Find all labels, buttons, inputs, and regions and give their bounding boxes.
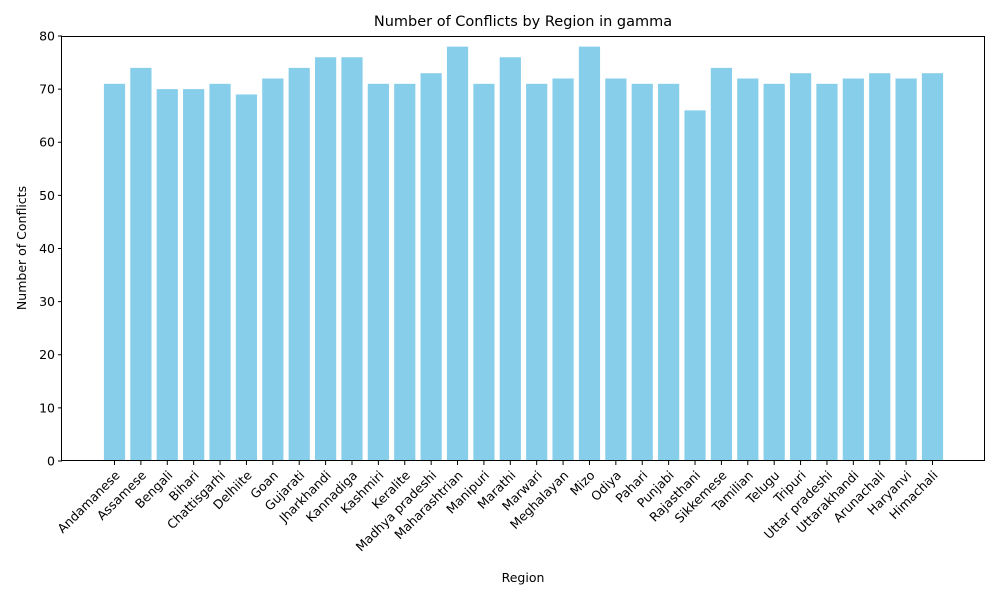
- y-axis-label: Number of Conflicts: [14, 186, 29, 310]
- bar-telugu: [763, 83, 785, 461]
- y-tick-label: 60: [39, 135, 55, 150]
- y-axis-ticks: 0 10 20 30 40 50 60 70 80: [39, 28, 62, 468]
- bar-rajasthani: [684, 110, 706, 462]
- bar-himachali: [921, 73, 944, 461]
- bar-manipuri: [473, 83, 495, 461]
- y-tick-label: 10: [39, 400, 55, 415]
- bars-group: [103, 46, 944, 462]
- plot-frame: [61, 36, 985, 461]
- bar-maharashtrian: [446, 46, 469, 462]
- y-tick-label: 20: [39, 347, 55, 362]
- bar-punjabi: [658, 83, 680, 461]
- x-axis-label: Region: [502, 570, 545, 585]
- bar-andamanese: [103, 83, 126, 461]
- bar-odiya: [605, 78, 627, 461]
- bar-jharkhandi: [315, 57, 337, 461]
- bar-marathi: [499, 57, 521, 461]
- bar-tripuri: [789, 73, 812, 461]
- y-tick-label: 40: [39, 241, 55, 256]
- bar-madhya-pradeshi: [420, 73, 442, 461]
- bar-tamilian: [737, 78, 759, 461]
- y-tick-label: 0: [47, 453, 55, 468]
- y-tick-label: 80: [39, 28, 55, 43]
- bar-bengali: [156, 89, 178, 462]
- bar-uttar-pradeshi: [816, 83, 838, 461]
- bar-goan: [262, 78, 284, 461]
- bar-haryanvi: [895, 78, 917, 461]
- bar-keralite: [394, 83, 416, 461]
- bar-delhiite: [235, 94, 258, 461]
- bar-assamese: [130, 67, 152, 462]
- bar-gujarati: [288, 67, 310, 462]
- bar-meghalayan: [552, 78, 574, 461]
- y-tick-label: 70: [39, 82, 55, 97]
- bar-marwari: [526, 83, 548, 461]
- x-axis-ticks: AndamaneseAssameseBengaliBihariChattisga…: [54, 461, 941, 554]
- bar-kashmiri: [367, 83, 389, 461]
- bar-mizo: [578, 46, 601, 462]
- y-tick-label: 50: [39, 188, 55, 203]
- bar-arunachali: [869, 73, 891, 461]
- bar-uttarakhandi: [842, 78, 864, 461]
- y-tick-label: 30: [39, 294, 55, 309]
- bar-bihari: [183, 89, 205, 462]
- bar-sikkemese: [710, 67, 732, 462]
- bar-pahari: [631, 83, 653, 461]
- bar-kannadiga: [341, 57, 363, 461]
- chart-title: Number of Conflicts by Region in gamma: [374, 14, 672, 30]
- bar-chattisgarhi: [209, 83, 231, 461]
